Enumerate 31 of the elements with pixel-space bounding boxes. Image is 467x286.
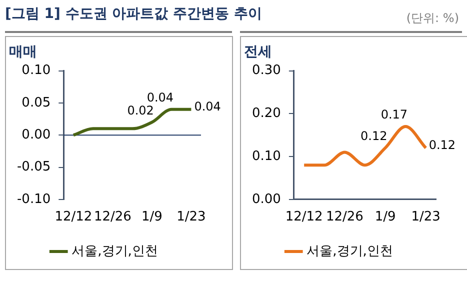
data-label: 0.12 (428, 138, 456, 152)
legend-label: 서울,경기,인천 (306, 244, 393, 259)
x-tick-label: 12/12 (285, 210, 323, 225)
chart-title: [그림 1] 수도권 아파트값 주간변동 추이 (5, 5, 262, 23)
y-tick-label: 0.00 (22, 127, 51, 142)
chart-subtitle: 전세 (244, 44, 272, 60)
legend-label: 서울,경기,인천 (72, 244, 158, 259)
data-label: 0.02 (127, 103, 154, 118)
x-tick-label: 12/26 (326, 210, 364, 225)
chart-subtitle: 매매 (9, 44, 37, 60)
x-tick-label: 12/12 (54, 210, 92, 225)
x-tick-label: 12/26 (94, 210, 132, 225)
data-label: 0.04 (194, 100, 221, 114)
x-tick-label: 1/23 (176, 210, 206, 225)
x-tick-label: 1/9 (141, 210, 162, 225)
y-tick-label: 0.05 (22, 95, 51, 110)
line-series (72, 108, 193, 137)
x-tick-label: 1/23 (411, 210, 440, 225)
line-series (302, 125, 428, 167)
y-tick-label: 0.10 (22, 63, 51, 78)
y-tick-label: 0.10 (252, 148, 281, 164)
data-label: 0.17 (380, 108, 408, 122)
y-tick-label: 0.00 (252, 192, 281, 207)
y-tick-label: 0.30 (252, 63, 281, 78)
x-tick-label: 1/9 (374, 210, 396, 225)
y-tick-label: -0.05 (16, 160, 51, 175)
y-tick-label: -0.10 (16, 192, 51, 207)
y-tick-label: 0.20 (252, 106, 281, 122)
data-label: 0.04 (146, 90, 174, 105)
data-label: 0.12 (360, 129, 388, 144)
text: (단위: %) (406, 10, 459, 27)
